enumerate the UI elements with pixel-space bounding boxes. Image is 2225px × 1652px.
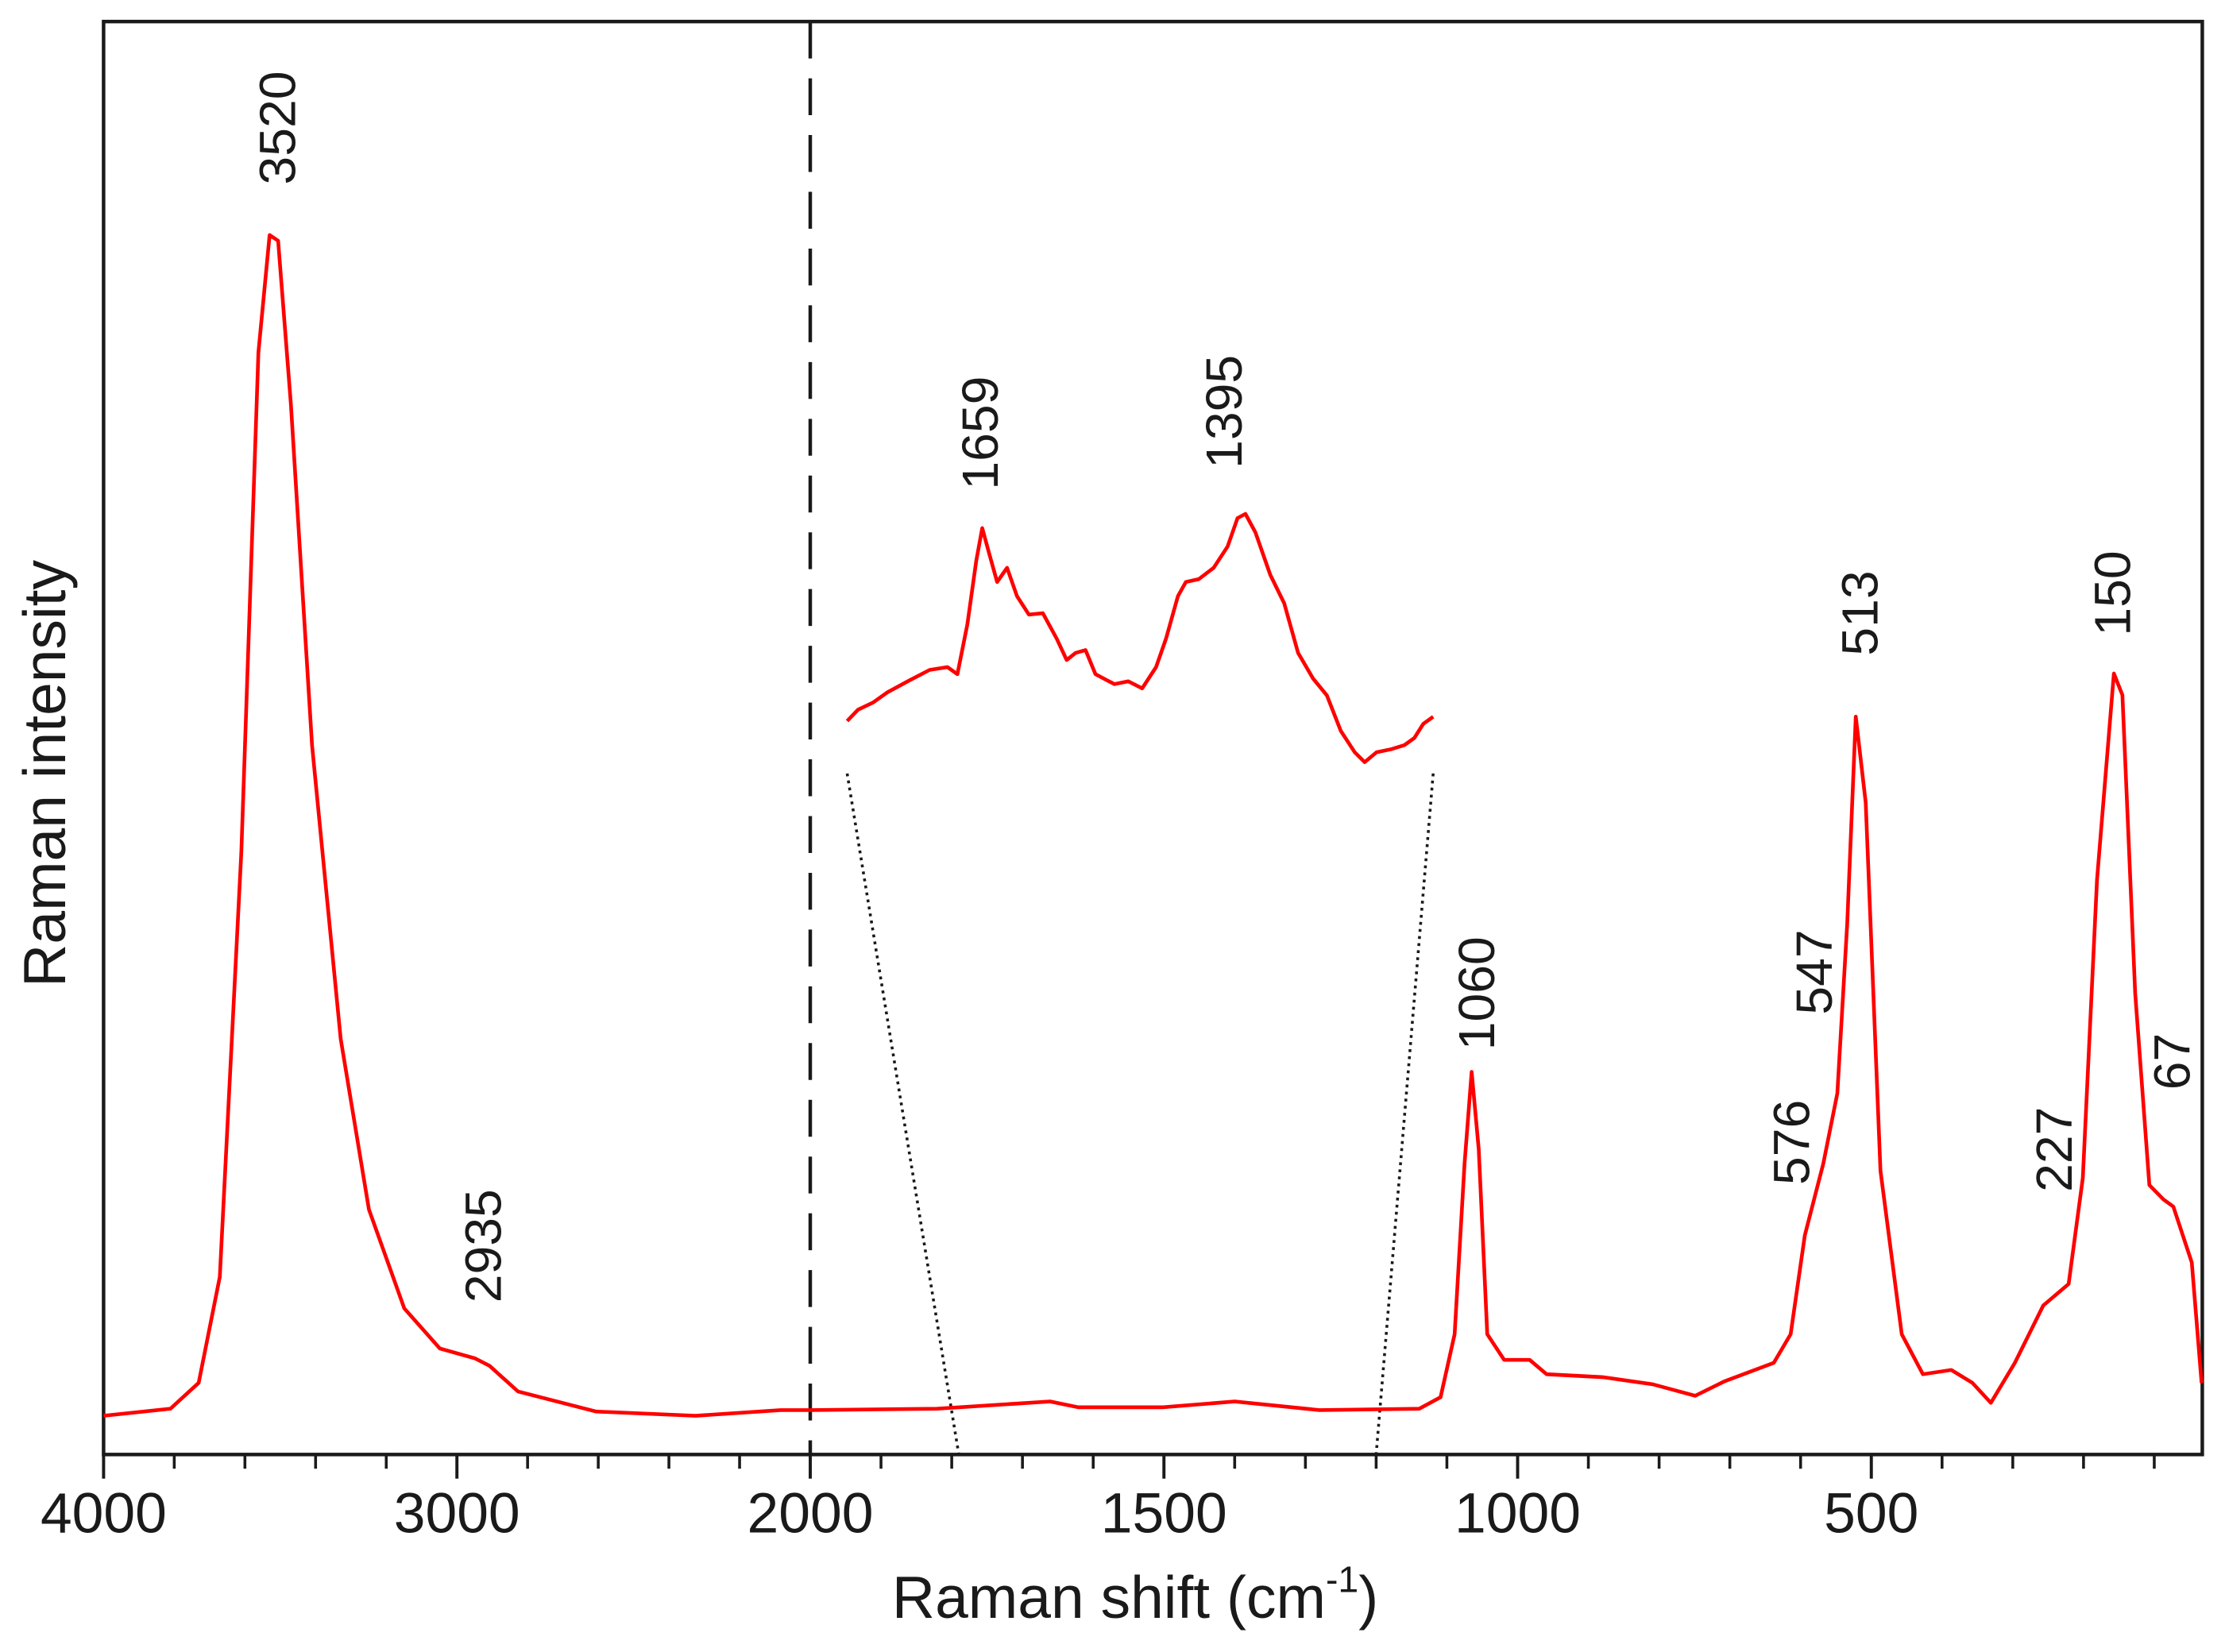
inset-spectrum-line <box>845 511 1435 764</box>
plot-frame <box>102 19 2204 1457</box>
x-tick-label: 1500 <box>1101 1482 1227 1546</box>
x-axis-label: Raman shift (cm-1) <box>892 1559 1378 1631</box>
x-tick-label: 4000 <box>41 1482 167 1546</box>
spectrum-line <box>103 233 2204 1418</box>
peak-label: 227 <box>2026 1107 2083 1192</box>
x-tick-label: 500 <box>1824 1482 1918 1546</box>
y-axis-label: Raman intensity <box>11 559 78 986</box>
peak-label: 513 <box>1831 570 1888 655</box>
x-tick-label: 3000 <box>394 1482 520 1546</box>
x-tick-label: 2000 <box>747 1482 874 1546</box>
x-tick-label: 1000 <box>1454 1482 1581 1546</box>
peak-label: 150 <box>2084 550 2141 635</box>
x-axis-tick-labels: 4000 3000 2000 1500 1000 500 <box>41 1482 1918 1546</box>
zoom-line-right <box>1374 773 1435 1455</box>
peak-label: 576 <box>1763 1100 1821 1185</box>
x-axis-label-superscript: -1 <box>1326 1559 1358 1600</box>
inset-zoom-lines <box>845 773 1435 1455</box>
peak-label: 3520 <box>249 71 307 185</box>
peak-label: 547 <box>1786 929 1843 1014</box>
peak-annotations: 3520 2935 1659 1395 1060 576 547 513 227 150 67 <box>249 71 2201 1303</box>
peak-label: 1060 <box>1448 936 1505 1050</box>
peak-label: 67 <box>2143 1033 2200 1090</box>
zoom-line-left <box>845 773 960 1455</box>
peak-label: 1659 <box>952 376 1009 490</box>
x-axis-ticks <box>102 1454 2156 1479</box>
peak-label: 2935 <box>455 1189 512 1303</box>
peak-label: 1395 <box>1196 355 1253 469</box>
